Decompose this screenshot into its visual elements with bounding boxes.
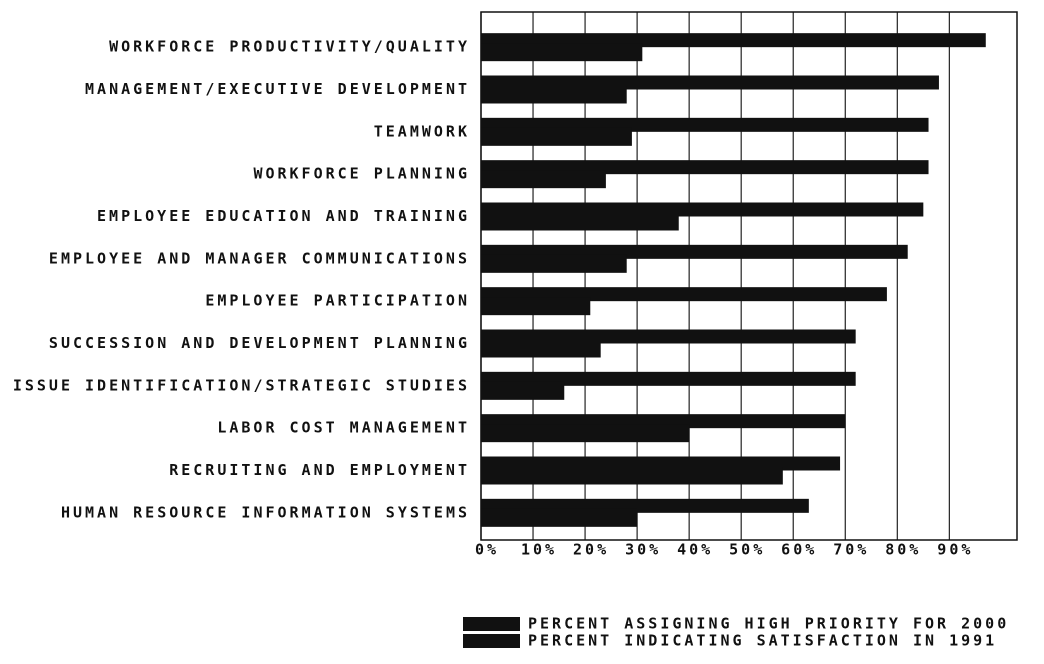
category-label: EMPLOYEE EDUCATION AND TRAINING [97, 207, 470, 225]
x-tick-label: 30% [625, 541, 661, 559]
x-tick-label: 20% [573, 541, 609, 559]
bar [481, 339, 601, 358]
bar [481, 381, 565, 400]
x-tick-label: 80% [885, 541, 921, 559]
legend-label: PERCENT INDICATING SATISFACTION IN 1991 [528, 632, 997, 650]
bar [481, 424, 690, 443]
category-label: WORKFORCE PRODUCTIVITY/QUALITY [109, 38, 470, 56]
category-label: EMPLOYEE PARTICIPATION [205, 292, 470, 310]
category-label: MANAGEMENT/EXECUTIVE DEVELOPMENT [85, 80, 470, 98]
legend-label: PERCENT ASSIGNING HIGH PRIORITY FOR 2000 [528, 615, 1009, 633]
legend-swatch [463, 617, 520, 631]
bar [481, 297, 591, 316]
x-tick-label: 50% [729, 541, 765, 559]
plot-frame [480, 11, 1018, 541]
bar [481, 212, 679, 231]
x-tick-label: 40% [677, 541, 713, 559]
category-label: EMPLOYEE AND MANAGER COMMUNICATIONS [49, 249, 470, 267]
bar [481, 371, 856, 386]
bar [481, 508, 638, 527]
category-label: SUCCESSION AND DEVELOPMENT PLANNING [49, 334, 470, 352]
category-label: LABOR COST MANAGEMENT [217, 419, 470, 437]
bar [481, 170, 606, 189]
bar [481, 466, 783, 485]
category-label: RECRUITING AND EMPLOYMENT [169, 461, 470, 479]
bar [481, 127, 632, 146]
x-tick-label: 90% [937, 541, 973, 559]
bar [481, 254, 627, 273]
x-tick-label: 10% [521, 541, 557, 559]
bar [481, 43, 643, 62]
x-tick-label: 70% [833, 541, 869, 559]
legend-swatch [463, 634, 520, 648]
category-label: ISSUE IDENTIFICATION/STRATEGIC STUDIES [13, 376, 470, 394]
bar [481, 85, 627, 104]
category-label: WORKFORCE PLANNING [253, 165, 470, 183]
x-tick-label: 0% [475, 541, 499, 559]
category-label: TEAMWORK [374, 122, 470, 140]
x-tick-label: 60% [781, 541, 817, 559]
category-label: HUMAN RESOURCE INFORMATION SYSTEMS [61, 503, 470, 521]
